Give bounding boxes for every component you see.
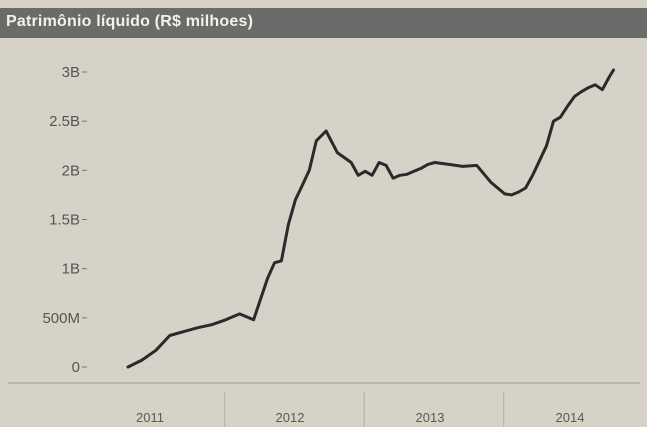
chart-header: Patrimônio líquido (R$ milhoes): [0, 8, 647, 38]
x-axis-ticks: 2011 2012 2013 2014: [136, 410, 584, 425]
y-tick-label: 3B: [62, 64, 80, 81]
grid-lines: [8, 71, 640, 427]
y-tick-label: 2B: [62, 162, 80, 179]
x-tick-label: 2014: [556, 410, 585, 425]
y-axis-ticks: 0 500M 1B 1.5B 2B 2.5B 3B: [42, 64, 87, 376]
y-tick-label: 2.5B: [49, 113, 80, 130]
x-tick-label: 2011: [136, 410, 164, 425]
x-tick-label: 2013: [416, 410, 445, 425]
x-tick-label: 2012: [276, 410, 305, 425]
y-tick-label: 1B: [62, 261, 80, 278]
series-group: [126, 68, 615, 369]
y-tick-label: 1.5B: [49, 212, 80, 229]
series-line: [126, 68, 615, 369]
y-tick-label: 0: [72, 359, 80, 376]
y-tick-label: 500M: [42, 310, 80, 327]
chart-title: Patrimônio líquido (R$ milhoes): [6, 13, 254, 30]
